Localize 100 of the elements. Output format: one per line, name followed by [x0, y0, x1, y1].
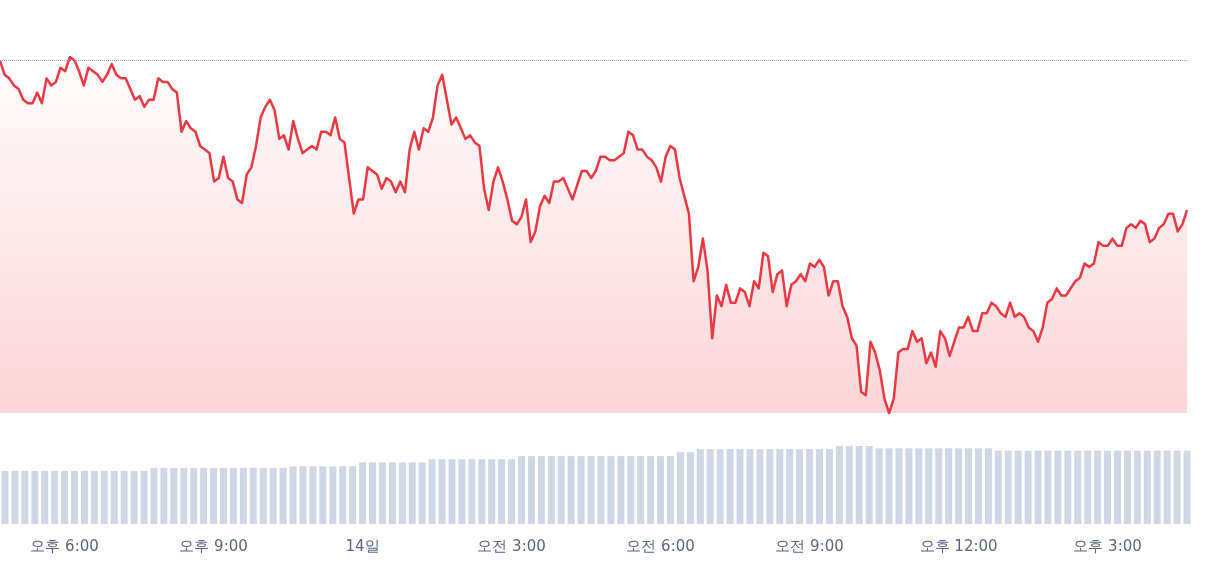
- bar: [955, 448, 963, 524]
- bar: [587, 456, 595, 524]
- bar: [925, 448, 933, 524]
- bar: [1143, 450, 1151, 524]
- bar: [706, 449, 714, 524]
- bar: [657, 456, 665, 524]
- bar: [1004, 450, 1012, 524]
- bar: [1054, 450, 1062, 524]
- bar: [1104, 450, 1112, 524]
- bar: [90, 470, 98, 524]
- bar: [388, 462, 396, 524]
- bar: [686, 452, 694, 524]
- bar: [120, 470, 128, 524]
- x-tick-label: 오전 3:00: [477, 536, 546, 555]
- bar: [339, 466, 347, 524]
- bar: [905, 448, 913, 524]
- bar: [816, 449, 823, 524]
- bar: [448, 459, 456, 524]
- bar: [667, 456, 674, 524]
- bar: [647, 456, 655, 524]
- bar: [80, 470, 88, 524]
- bar: [845, 446, 853, 524]
- x-tick-label: 오전 6:00: [626, 536, 695, 555]
- bar: [627, 456, 635, 524]
- x-tick-label: 오후 9:00: [179, 536, 248, 555]
- bar: [1024, 450, 1032, 524]
- bar: [825, 449, 833, 524]
- bar: [1034, 450, 1042, 524]
- bar: [796, 449, 804, 524]
- bar: [498, 459, 506, 524]
- bar: [299, 466, 307, 524]
- bar: [239, 467, 247, 524]
- bar: [994, 450, 1002, 524]
- bar: [41, 470, 49, 524]
- bar: [160, 467, 168, 524]
- bar: [726, 449, 734, 524]
- bar: [438, 459, 446, 524]
- bar: [1064, 450, 1072, 524]
- bar: [875, 448, 883, 524]
- bar: [468, 459, 476, 524]
- bar: [547, 456, 555, 524]
- bar: [855, 446, 863, 524]
- bar: [190, 467, 198, 524]
- bar: [577, 456, 585, 524]
- bar: [1014, 450, 1022, 524]
- bar: [359, 462, 367, 524]
- bar: [1074, 450, 1082, 524]
- bar: [31, 470, 39, 524]
- bar: [1094, 450, 1102, 524]
- bar: [130, 470, 138, 524]
- bar: [617, 456, 625, 524]
- bar: [974, 448, 982, 524]
- x-tick-label: 14일: [345, 536, 380, 555]
- bar: [61, 470, 69, 524]
- bar: [170, 467, 178, 524]
- x-tick-label: 오후 12:00: [919, 536, 998, 555]
- bar: [289, 466, 297, 524]
- x-tick-label: 오후 3:00: [1073, 536, 1142, 555]
- bar: [1084, 450, 1092, 524]
- bar: [736, 449, 744, 524]
- bar: [478, 459, 486, 524]
- bar: [676, 452, 684, 524]
- bar: [1163, 450, 1171, 524]
- bar: [100, 470, 108, 524]
- bar: [51, 470, 59, 524]
- bar: [965, 448, 972, 524]
- bar: [984, 448, 992, 524]
- bar: [895, 448, 903, 524]
- bar: [180, 467, 188, 524]
- bar: [935, 448, 943, 524]
- bar: [249, 467, 257, 524]
- bar: [716, 449, 724, 524]
- bar: [418, 462, 426, 524]
- bar: [865, 446, 873, 524]
- bar: [508, 459, 516, 524]
- bar: [637, 456, 645, 524]
- bar: [269, 467, 277, 524]
- bar: [458, 459, 466, 524]
- bar: [885, 448, 893, 524]
- bar: [319, 466, 327, 524]
- bar: [527, 456, 535, 524]
- bar: [140, 470, 148, 524]
- bar: [210, 467, 218, 524]
- bar: [766, 449, 774, 524]
- bar: [378, 462, 386, 524]
- bar: [428, 459, 436, 524]
- bar: [110, 470, 118, 524]
- bar: [776, 449, 784, 524]
- bar: [150, 467, 158, 524]
- bar: [279, 467, 287, 524]
- bar: [220, 467, 227, 524]
- x-tick-label: 오후 6:00: [30, 536, 99, 555]
- bar: [945, 448, 953, 524]
- bar: [1123, 450, 1131, 524]
- bar: [518, 456, 525, 524]
- bar: [557, 456, 565, 524]
- bar: [329, 466, 337, 524]
- bar: [71, 470, 78, 524]
- bar: [21, 470, 29, 524]
- bar: [200, 467, 208, 524]
